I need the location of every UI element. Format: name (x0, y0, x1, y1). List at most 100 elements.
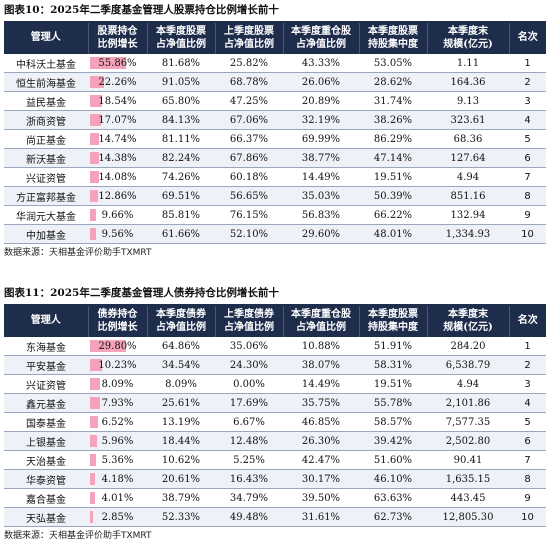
column-header: 本季度重仓股 占净值比例 (282, 23, 359, 54)
concentration-cell: 31.74% (359, 91, 427, 111)
manager-name-cell: 尚正基金 (4, 129, 88, 149)
previous-ratio-cell: 49.48% (215, 507, 283, 527)
previous-ratio-cell: 60.18% (215, 167, 283, 187)
scale-cell: 127.64 (427, 148, 509, 168)
table-row: 嘉合基金 4.01% 38.79% 34.79% 39.50% 63.63% 443.45 9 (4, 488, 546, 508)
table-row: 方正富邦基金 12.86% 69.51% 56.65% 35.03% 50.39% 851.… (4, 186, 546, 206)
table-row: 国泰基金 6.52% 13.19% 6.67% 46.85% 58.57% 7,577.35… (4, 412, 546, 432)
manager-name-cell: 新沃基金 (4, 148, 88, 168)
growth-value: 2.85% (101, 511, 134, 523)
column-header: 股票持仓 比例增长 (87, 23, 147, 54)
growth-cell: 2.85% (88, 507, 147, 527)
scale-cell: 68.36 (427, 129, 509, 149)
concentration-cell: 47.14% (359, 148, 427, 168)
current-ratio-cell: 65.80% (147, 91, 215, 111)
growth-bar (90, 152, 100, 164)
column-header: 本季度末 规模(亿元) (426, 306, 509, 337)
growth-bar (90, 76, 105, 88)
manager-name-cell: 天治基金 (4, 450, 88, 470)
table-row: 尚正基金 14.74% 81.11% 66.37% 69.99% 86.29% 68.36 5 (4, 129, 546, 149)
growth-value: 4.01% (101, 492, 134, 504)
growth-bar (90, 416, 98, 428)
growth-value: 22.26% (98, 76, 137, 88)
current-ratio-cell: 13.19% (147, 412, 215, 432)
rank-cell: 3 (509, 91, 546, 111)
column-header: 本季度股票 持股集中度 (358, 23, 427, 54)
growth-cell: 17.07% (88, 110, 147, 130)
growth-value: 5.36% (101, 454, 134, 466)
concentration-cell: 19.51% (359, 167, 427, 187)
manager-name-cell: 天弘基金 (4, 507, 88, 527)
growth-bar (90, 454, 97, 466)
previous-ratio-cell: 6.67% (215, 412, 283, 432)
concentration-cell: 55.78% (359, 393, 427, 413)
concentration-cell: 58.31% (359, 355, 427, 375)
table-row: 东海基金 29.80% 64.86% 35.06% 10.88% 51.91% 284.20… (4, 337, 546, 356)
current-ratio-cell: 61.66% (147, 224, 215, 244)
growth-cell: 7.93% (88, 393, 147, 413)
manager-name-cell: 嘉合基金 (4, 488, 88, 508)
current-ratio-cell: 25.61% (147, 393, 215, 413)
manager-name-cell: 中科沃土基金 (4, 54, 88, 73)
previous-ratio-cell: 12.48% (215, 431, 283, 451)
growth-value: 14.74% (98, 133, 137, 145)
growth-cell: 5.36% (88, 450, 147, 470)
growth-bar (90, 133, 100, 145)
table-row: 鑫元基金 7.93% 25.61% 17.69% 35.75% 55.78% 2,101.8… (4, 393, 546, 413)
rank-cell: 10 (509, 507, 546, 527)
title-divider (4, 304, 546, 306)
current-ratio-cell: 34.54% (147, 355, 215, 375)
growth-value: 9.66% (101, 209, 134, 221)
manager-name-cell: 东海基金 (4, 337, 88, 356)
scale-cell: 851.16 (427, 186, 509, 206)
growth-cell: 18.54% (88, 91, 147, 111)
scale-cell: 9.13 (427, 91, 509, 111)
table-row: 中科沃土基金 55.86% 81.68% 25.82% 43.33% 53.05% 1.11… (4, 54, 546, 73)
heavy-holdings-cell: 42.47% (283, 450, 359, 470)
heavy-holdings-cell: 35.75% (283, 393, 359, 413)
table-row: 华泰资管 4.18% 20.61% 16.43% 30.17% 46.10% 1,635.1… (4, 469, 546, 489)
growth-value: 7.93% (101, 397, 134, 409)
rank-cell: 1 (509, 54, 546, 73)
table-row: 益民基金 18.54% 65.80% 47.25% 20.89% 31.74% 9.13 3 (4, 91, 546, 111)
concentration-cell: 63.63% (359, 488, 427, 508)
current-ratio-cell: 91.05% (147, 72, 215, 92)
previous-ratio-cell: 66.37% (215, 129, 283, 149)
current-ratio-cell: 10.62% (147, 450, 215, 470)
growth-bar (90, 228, 97, 240)
growth-bar (90, 378, 100, 390)
concentration-cell: 58.57% (359, 412, 427, 432)
column-header: 本季度债券 占净值比例 (146, 306, 215, 337)
current-ratio-cell: 81.68% (147, 54, 215, 73)
growth-value: 12.86% (98, 190, 137, 202)
table-row: 恒生前海基金 22.26% 91.05% 68.78% 26.06% 28.62% 164.… (4, 72, 546, 92)
rank-cell: 9 (509, 488, 546, 508)
concentration-cell: 53.05% (359, 54, 427, 73)
rank-cell: 6 (509, 431, 546, 451)
previous-ratio-cell: 24.30% (215, 355, 283, 375)
growth-bar (90, 171, 100, 183)
previous-ratio-cell: 16.43% (215, 469, 283, 489)
current-ratio-cell: 64.86% (147, 337, 215, 356)
previous-ratio-cell: 35.06% (215, 337, 283, 356)
heavy-holdings-cell: 35.03% (283, 186, 359, 206)
growth-cell: 8.09% (88, 374, 147, 394)
rank-cell: 3 (509, 374, 546, 394)
previous-ratio-cell: 52.10% (215, 224, 283, 244)
rank-cell: 5 (509, 129, 546, 149)
previous-ratio-cell: 67.06% (215, 110, 283, 130)
growth-value: 29.80% (98, 340, 137, 352)
previous-ratio-cell: 0.00% (215, 374, 283, 394)
column-header: 名次 (508, 23, 546, 54)
column-header: 名次 (508, 306, 546, 337)
manager-name-cell: 中加基金 (4, 224, 88, 244)
scale-cell: 1,334.93 (427, 224, 509, 244)
manager-name-cell: 平安基金 (4, 355, 88, 375)
stock-growth-table: 管理人 股票持仓 比例增长 本季度股票 占净值比例 上季度股票 占净值比例 本季度重仓股 占净值… (4, 23, 546, 244)
column-header: 上季度股票 占净值比例 (214, 23, 283, 54)
growth-bar (90, 397, 100, 409)
scale-cell: 7,577.35 (427, 412, 509, 432)
growth-bar (90, 340, 126, 352)
manager-name-cell: 鑫元基金 (4, 393, 88, 413)
scale-cell: 6,538.79 (427, 355, 509, 375)
